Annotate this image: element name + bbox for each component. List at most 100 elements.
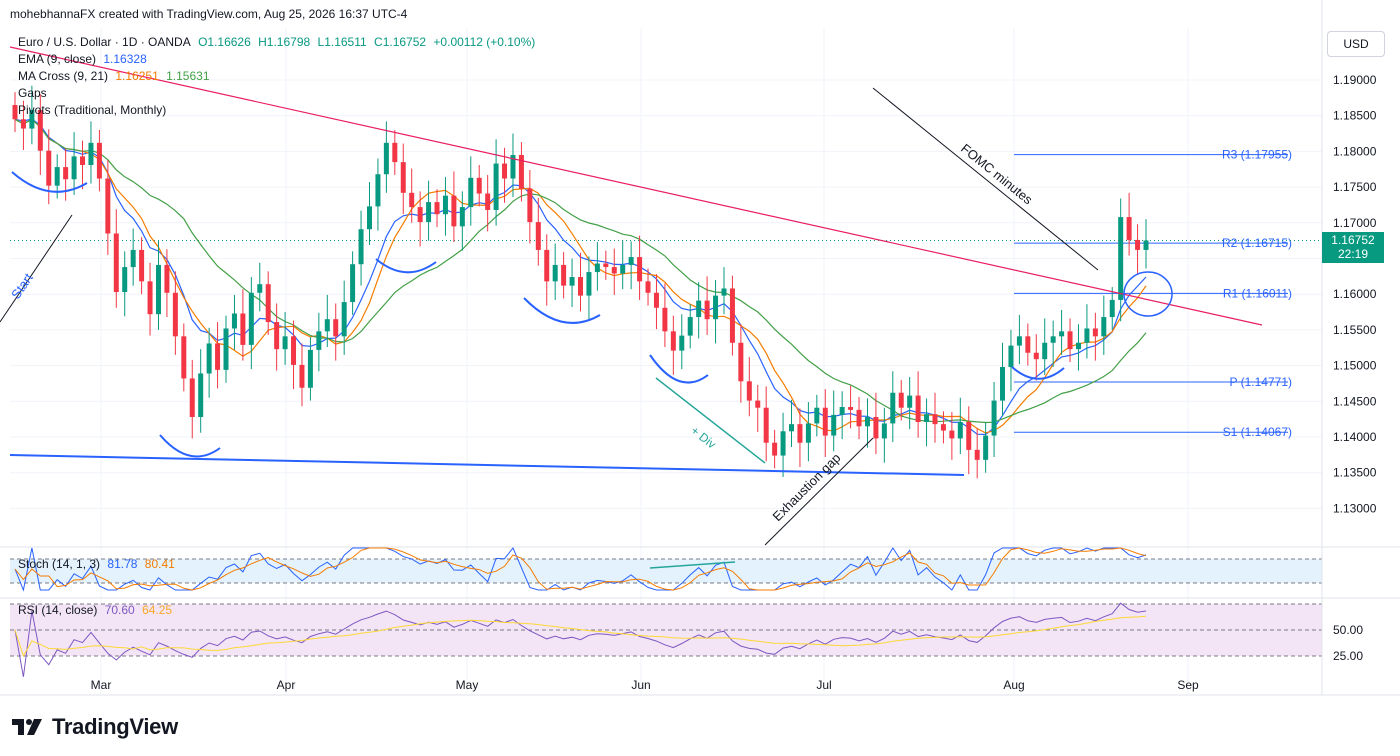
candle-body (375, 174, 381, 207)
tradingview-logo[interactable]: TradingView (12, 714, 178, 740)
candle-body (966, 422, 972, 450)
candle-body (949, 430, 955, 439)
stoch-d-value: 80.41 (144, 557, 175, 571)
pivot-label: R2 (1.16715) (1222, 236, 1292, 250)
candle-body (20, 119, 26, 129)
candle-body (662, 307, 668, 332)
ma-fast-line (14, 118, 1147, 434)
candle-body (831, 414, 837, 436)
stoch-band (10, 559, 1322, 583)
candle-body (291, 336, 297, 365)
rsi-legend[interactable]: RSI (14, close) 70.60 64.25 (18, 602, 176, 619)
candle-body (645, 281, 651, 293)
candle-body (890, 392, 896, 424)
stoch-k-line (14, 547, 1147, 592)
candle-body (198, 373, 204, 418)
symbol-label: Euro / U.S. Dollar · 1D · OANDA (18, 35, 191, 49)
candle-body (231, 313, 237, 329)
fomc-arrow (872, 87, 1099, 271)
candle-body (12, 104, 18, 120)
pivot-label: S1 (1.14067) (1223, 425, 1292, 439)
y-tick-label: 1.17000 (1333, 216, 1377, 230)
candle-body (628, 257, 634, 265)
y-tick-label: 1.18500 (1333, 109, 1377, 123)
candle-body (856, 409, 862, 427)
candle-body (181, 336, 187, 379)
stoch-divergence-line (649, 561, 736, 569)
candle-body (544, 249, 550, 282)
candle-body (552, 264, 558, 282)
candle-body (535, 222, 541, 250)
candle-body (1118, 217, 1124, 300)
candle-body (274, 322, 280, 350)
candle-body (426, 202, 432, 223)
candle-body (189, 378, 195, 418)
candle-body (358, 229, 364, 265)
candle-body (248, 292, 254, 345)
candle-body (350, 264, 356, 303)
candle-body (687, 317, 693, 336)
candle-body (417, 207, 423, 223)
candle-body (240, 313, 246, 345)
candle-body (223, 328, 229, 370)
candle-body (333, 319, 339, 337)
candle-body (738, 342, 744, 382)
candle-body (257, 284, 263, 293)
ma-fast-value: 1.16251 (115, 69, 159, 83)
ema-label: EMA (9, close) (18, 52, 97, 66)
candle-body (721, 288, 727, 296)
candle-body (409, 192, 415, 208)
candle-body (864, 417, 870, 427)
ma-slow-value: 1.15631 (166, 69, 210, 83)
swing-arc (375, 258, 437, 274)
stoch-legend[interactable]: Stoch (14, 1, 3) 81.78 80.41 (18, 556, 179, 573)
gap-arrow (764, 437, 874, 546)
candle-body (527, 188, 533, 223)
legend-pivots[interactable]: Pivots (Traditional, Monthly) (18, 102, 170, 119)
start-arrow (0, 214, 73, 323)
legend-gaps[interactable]: Gaps (18, 85, 51, 102)
y-tick-label: 1.13500 (1333, 466, 1377, 480)
y-tick-label: 1.14500 (1333, 394, 1377, 408)
stoch-pane (10, 547, 1322, 592)
candle-body (476, 177, 482, 194)
candle-body (1075, 342, 1081, 350)
candle-body (1101, 317, 1107, 337)
swing-arc (11, 171, 88, 193)
x-tick-label: Jun (631, 678, 650, 692)
candle-body (611, 267, 617, 274)
candle-body (1126, 217, 1132, 240)
support-trendline (9, 454, 965, 476)
currency-button[interactable]: USD (1327, 31, 1385, 57)
legend-ma[interactable]: MA Cross (9, 21) 1.16251 1.15631 (18, 68, 214, 85)
candle-body (620, 264, 626, 274)
y-tick-label: 1.14000 (1333, 430, 1377, 444)
rsi-tick-label: 25.00 (1333, 649, 1363, 663)
x-tick-label: Jul (816, 678, 831, 692)
candle-body (915, 395, 921, 423)
candle-body (561, 264, 567, 286)
candle-body (1016, 336, 1022, 346)
close-value: C1.16752 (374, 35, 427, 49)
candle-body (1025, 336, 1031, 353)
candle-body (1067, 331, 1073, 350)
candle-body (130, 249, 136, 268)
pivot-label: P (1.14771) (1230, 375, 1293, 389)
candle-body (881, 423, 887, 439)
last-price-value: 1.16752 (1331, 233, 1375, 247)
y-tick-label: 1.18000 (1333, 144, 1377, 158)
swing-arc (523, 297, 601, 324)
candle-body (1050, 336, 1056, 343)
y-tick-label: 1.19000 (1333, 73, 1377, 87)
legend-ema[interactable]: EMA (9, close) 1.16328 (18, 51, 151, 68)
candle-body (797, 424, 803, 443)
candle-body (1143, 240, 1149, 250)
candle-body (772, 442, 778, 456)
rsi-tick-label: 50.00 (1333, 623, 1363, 637)
candle-body (594, 263, 600, 273)
candle-body (113, 233, 119, 293)
tradingview-logo-icon (12, 719, 42, 735)
candle-body (341, 302, 347, 337)
